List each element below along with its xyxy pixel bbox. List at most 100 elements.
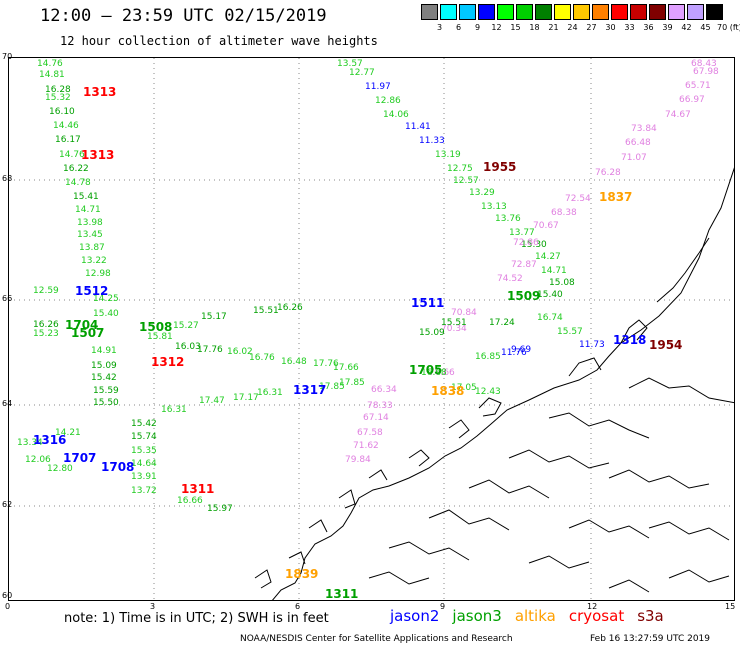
wave-height-value-110: 12.06 bbox=[25, 455, 51, 465]
legend-swatch-15 bbox=[706, 4, 723, 20]
legend-label-10: 33 bbox=[624, 23, 635, 32]
wave-height-value-80: 15.51 bbox=[253, 306, 279, 316]
legend-swatch-4 bbox=[497, 4, 514, 20]
wave-height-value-101: 16.68 bbox=[421, 368, 447, 378]
wave-height-value-63: 16.26 bbox=[33, 320, 59, 330]
wave-height-value-35: 14.71 bbox=[541, 266, 567, 276]
wave-height-value-6: 16.17 bbox=[55, 135, 81, 145]
wave-height-value-0: 14.76 bbox=[37, 59, 63, 69]
wave-height-value-107: 12.43 bbox=[475, 387, 501, 397]
wave-height-value-24: 11.41 bbox=[405, 122, 431, 132]
coastline-segment-13 bbox=[548, 412, 650, 439]
legend-label-2: 9 bbox=[474, 23, 481, 32]
wave-height-value-41: 66.97 bbox=[679, 95, 705, 105]
wave-height-value-20: 12.77 bbox=[349, 68, 375, 78]
legend-swatch-8 bbox=[573, 4, 590, 20]
wave-height-value-70: 15.50 bbox=[93, 398, 119, 408]
coastline-segment-6 bbox=[408, 449, 430, 467]
wave-height-value-19: 13.57 bbox=[337, 59, 363, 69]
wave-height-value-99: 16.74 bbox=[537, 313, 563, 323]
longitude-label-5: 15 bbox=[725, 602, 736, 611]
pass-time-label-11: 1318 bbox=[613, 333, 647, 347]
wave-height-value-95: 15.27 bbox=[173, 321, 199, 331]
coastline-segment-1 bbox=[656, 237, 710, 303]
wave-height-value-71: 15.42 bbox=[131, 419, 157, 429]
wave-height-value-61: 79.84 bbox=[345, 455, 371, 465]
pass-time-label-5: 1509 bbox=[507, 289, 541, 303]
wave-height-value-111: 12.80 bbox=[47, 464, 73, 474]
legend-swatch-3 bbox=[478, 4, 495, 20]
latitude-label-5: 60 bbox=[2, 591, 13, 600]
coastline-segment-12 bbox=[628, 377, 734, 404]
coastline-segment-18 bbox=[368, 571, 430, 585]
wave-height-value-7: 14.76 bbox=[59, 150, 85, 160]
legend-label-7: 24 bbox=[567, 23, 578, 32]
pass-time-label-1: 1313 bbox=[81, 148, 115, 162]
wave-height-value-1: 14.81 bbox=[39, 70, 65, 80]
satellite-name-jason2: jason2 bbox=[390, 607, 440, 625]
latitude-label-0: 70 bbox=[2, 52, 13, 61]
legend-swatch-14 bbox=[687, 4, 704, 20]
legend-swatch-12 bbox=[649, 4, 666, 20]
coastline-segment-8 bbox=[338, 489, 356, 509]
wave-height-value-103: 16.85 bbox=[475, 352, 501, 362]
wave-height-value-85: 16.76 bbox=[249, 353, 275, 363]
wave-height-value-72: 15.74 bbox=[131, 432, 157, 442]
longitude-label-3: 9 bbox=[440, 602, 446, 611]
wave-height-value-68: 15.42 bbox=[91, 373, 117, 383]
pass-time-label-20: 1839 bbox=[285, 567, 319, 581]
generated-timestamp: Feb 16 13:27:59 UTC 2019 bbox=[590, 634, 710, 644]
wave-height-value-21: 11.97 bbox=[365, 82, 391, 92]
page-title: 12:00 — 23:59 UTC 02/15/2019 bbox=[40, 6, 327, 26]
legend-swatch-0 bbox=[421, 4, 438, 20]
wave-height-value-46: 76.28 bbox=[595, 168, 621, 178]
wave-height-value-106: 11.73 bbox=[579, 340, 605, 350]
wave-height-value-8: 16.22 bbox=[63, 164, 89, 174]
wave-height-value-62: 15.40 bbox=[93, 309, 119, 319]
wave-height-value-37: 15.40 bbox=[537, 290, 563, 300]
coastline-segment-4 bbox=[478, 397, 502, 417]
legend-label-14: 45 bbox=[700, 23, 711, 32]
legend-label-3: 12 bbox=[491, 23, 502, 32]
pass-time-label-2: 1955 bbox=[483, 160, 517, 174]
wave-height-value-33: 15.30 bbox=[521, 240, 547, 250]
wave-height-value-17: 12.59 bbox=[33, 286, 59, 296]
wave-height-value-52: 74.52 bbox=[497, 274, 523, 284]
longitude-label-1: 3 bbox=[150, 602, 156, 611]
legend-label-4: 15 bbox=[510, 23, 521, 32]
latitude-label-1: 68 bbox=[2, 174, 13, 183]
wave-height-value-31: 13.76 bbox=[495, 214, 521, 224]
wave-height-value-100: 15.57 bbox=[557, 327, 583, 337]
wave-height-value-53: 70.84 bbox=[451, 308, 477, 318]
wave-height-value-58: 67.14 bbox=[363, 413, 389, 423]
pass-time-label-13: 1705 bbox=[409, 363, 443, 377]
wave-height-value-102: 17.05 bbox=[451, 383, 477, 393]
wave-height-value-12: 13.98 bbox=[77, 218, 103, 228]
coastline-segment-7 bbox=[368, 469, 388, 481]
wave-height-value-13: 13.45 bbox=[77, 230, 103, 240]
wave-height-value-32: 13.77 bbox=[509, 228, 535, 238]
pass-time-label-12: 1954 bbox=[649, 338, 683, 352]
wave-height-value-57: 78.33 bbox=[367, 401, 393, 411]
wave-height-value-45: 71.07 bbox=[621, 153, 647, 163]
pass-time-label-15: 1317 bbox=[293, 383, 327, 397]
legend-label-0: 3 bbox=[436, 23, 443, 32]
wave-height-value-89: 17.85 bbox=[339, 378, 365, 388]
pass-time-label-8: 1507 bbox=[71, 326, 105, 340]
wave-height-value-86: 16.48 bbox=[281, 357, 307, 367]
pass-time-label-21: 1311 bbox=[325, 587, 359, 601]
wave-height-value-22: 12.86 bbox=[375, 96, 401, 106]
legend-label-12: 39 bbox=[662, 23, 673, 32]
wave-height-value-78: 16.66 bbox=[177, 496, 203, 506]
wave-height-value-47: 72.54 bbox=[565, 194, 591, 204]
wave-height-value-16: 12.98 bbox=[85, 269, 111, 279]
wave-height-value-76: 13.72 bbox=[131, 486, 157, 496]
color-scale-legend: 3 6 9 12 15 18 21 24 27 30 33 36 39 42 45 70 (ft) bbox=[421, 4, 740, 34]
wave-height-value-18: 14.25 bbox=[93, 294, 119, 304]
wave-height-value-60: 71.62 bbox=[353, 441, 379, 451]
map-panel: 14.76 14.81 16.28 15.32 16.10 14.46 16.17 14.76… bbox=[8, 57, 735, 601]
pass-time-label-10: 1312 bbox=[151, 355, 185, 369]
wave-height-value-109: 13.34 bbox=[17, 438, 43, 448]
wave-height-value-9: 14.78 bbox=[65, 178, 91, 188]
